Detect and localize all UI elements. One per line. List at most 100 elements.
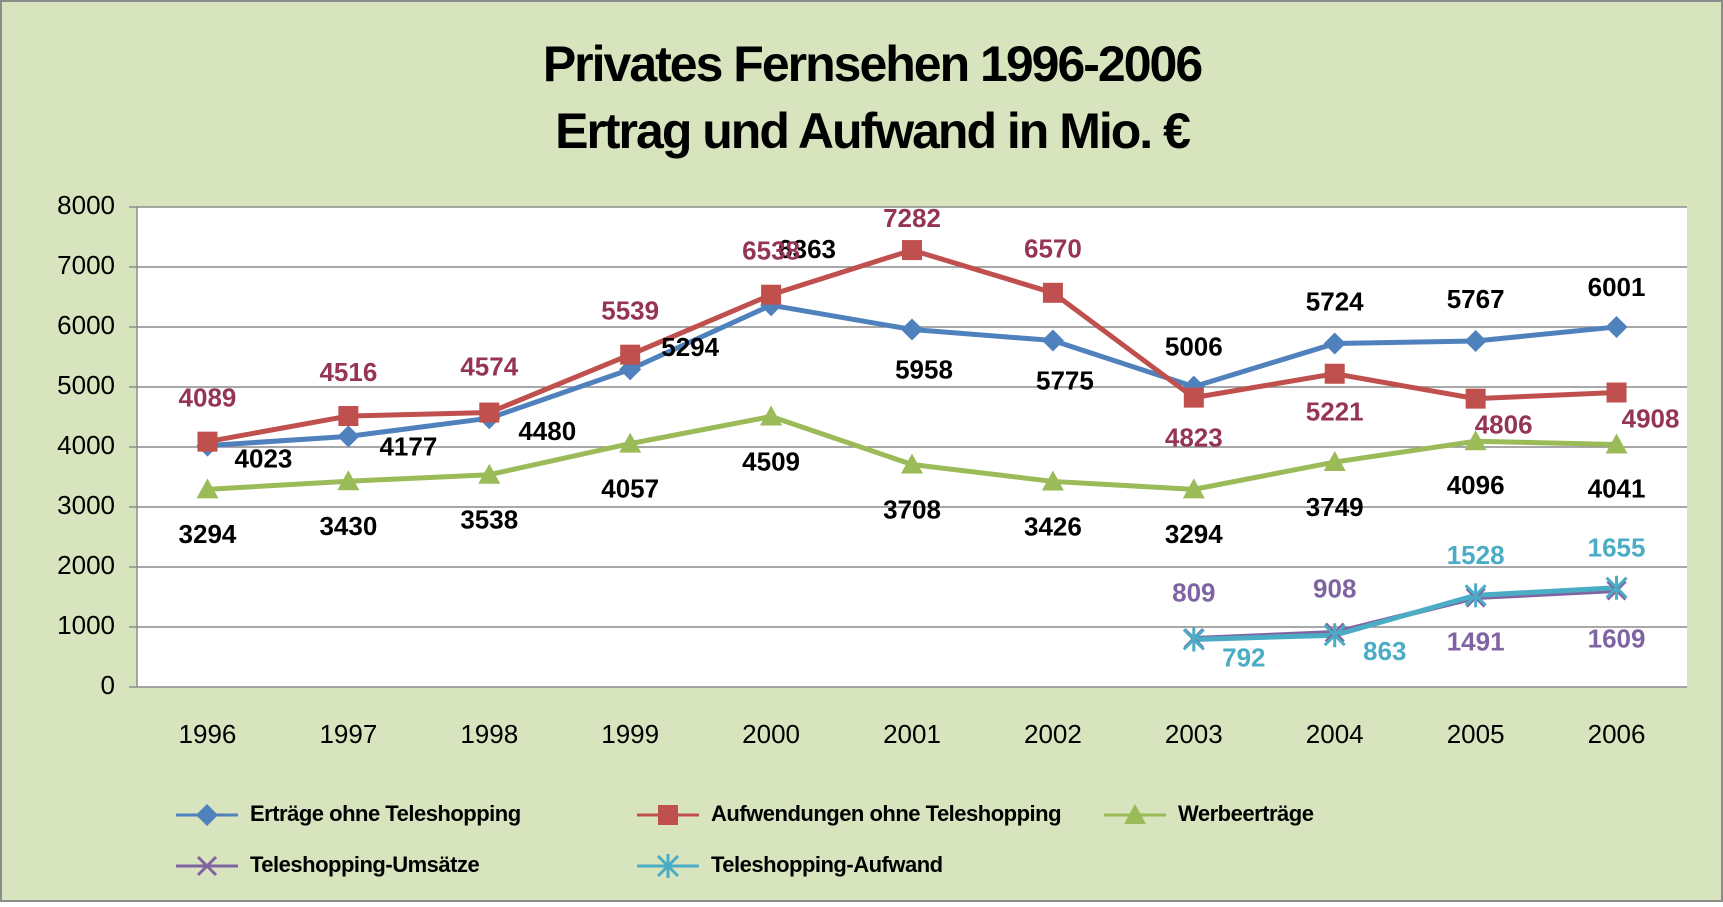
marker [196,855,218,877]
data-label: 4096 [1447,470,1505,500]
x-tick-label: 2001 [883,719,941,749]
data-label: 7282 [883,203,941,233]
marker [196,478,219,499]
marker [338,406,359,427]
marker [1605,575,1628,600]
marker [760,405,783,426]
chart-title: Privates Fernsehen 1996-2006 [543,36,1202,92]
data-label: 4516 [319,357,377,387]
data-label: 5767 [1447,284,1505,314]
data-label: 4574 [460,351,518,381]
marker [1323,451,1346,472]
marker [1605,315,1628,338]
marker [1606,382,1627,403]
marker [901,453,923,474]
data-label: 4480 [518,416,576,446]
x-tick-label: 2003 [1165,719,1223,749]
data-label: 6570 [1024,234,1082,264]
data-label: 5294 [661,332,719,362]
marker [479,402,500,423]
marker [901,318,923,341]
y-tick-label: 8000 [57,190,115,220]
data-label: 908 [1313,573,1356,603]
legend-label: Werbeerträge [1178,801,1314,826]
y-tick-label: 0 [101,670,115,700]
data-label: 4823 [1165,422,1223,452]
marker [761,284,782,305]
data-label: 3426 [1024,511,1082,541]
marker [1324,363,1345,384]
data-label: 5221 [1306,397,1364,427]
data-label: 863 [1363,636,1406,666]
data-label: 5539 [601,296,659,326]
y-tick-label: 4000 [57,430,115,460]
legend-label: Erträge ohne Teleshopping [250,801,521,826]
marker [902,240,922,261]
marker [1124,804,1146,824]
data-label: 6538 [742,236,800,266]
data-label: 3294 [1165,519,1223,549]
x-tick-label: 1996 [179,719,237,749]
data-label: 4806 [1475,410,1533,440]
y-tick-label: 5000 [57,370,115,400]
marker [1323,623,1346,648]
data-label: 5775 [1036,365,1094,395]
marker [1182,627,1205,652]
data-label: 792 [1222,642,1265,672]
marker [1041,470,1064,491]
data-label: 1655 [1588,533,1646,563]
data-label: 5958 [895,354,953,384]
marker [1042,282,1063,303]
data-label: 809 [1172,577,1215,607]
series-line [1193,585,1617,642]
marker [337,470,360,491]
x-tick-label: 1997 [319,719,377,749]
x-tick-label: 2006 [1588,719,1646,749]
x-tick-label: 2004 [1306,719,1364,749]
data-label: 4177 [379,431,437,461]
x-tick-label: 1999 [601,719,659,749]
marker [658,805,678,825]
marker [1605,433,1628,454]
data-label: 4057 [601,473,659,503]
marker [1464,329,1487,352]
marker [1183,387,1204,408]
x-tick-label: 2005 [1447,719,1505,749]
y-tick-label: 3000 [57,490,115,520]
data-label: 4041 [1588,473,1646,503]
data-label: 3749 [1306,492,1364,522]
marker [337,425,360,448]
data-label: 3538 [460,505,518,535]
data-label: 1528 [1447,540,1505,570]
x-tick-label: 2002 [1024,719,1082,749]
data-label: 5006 [1165,332,1223,362]
marker [196,804,218,826]
data-label: 6001 [1588,272,1646,302]
y-tick-label: 6000 [57,310,115,340]
legend-label: Teleshopping-Umsätze [250,852,479,877]
data-label: 3430 [319,511,377,541]
marker [1182,478,1205,499]
data-label: 4509 [742,446,800,476]
marker [1465,388,1486,409]
chart-title: Ertrag und Aufwand in Mio. € [555,103,1190,159]
data-label: 3294 [179,519,237,549]
marker [1041,329,1064,352]
data-label: 1609 [1588,623,1646,653]
y-tick-label: 7000 [57,250,115,280]
marker [1464,430,1487,451]
data-label: 3708 [883,494,941,524]
data-label: 4023 [235,443,293,473]
data-label: 5724 [1306,286,1364,316]
marker [619,432,642,453]
y-tick-label: 1000 [57,610,115,640]
marker [197,431,218,452]
data-label: 6363 [778,234,836,264]
x-tick-label: 2000 [742,719,800,749]
data-label: 4908 [1622,403,1680,433]
data-label: 4089 [179,383,237,413]
marker [1464,583,1487,608]
marker [656,854,680,878]
